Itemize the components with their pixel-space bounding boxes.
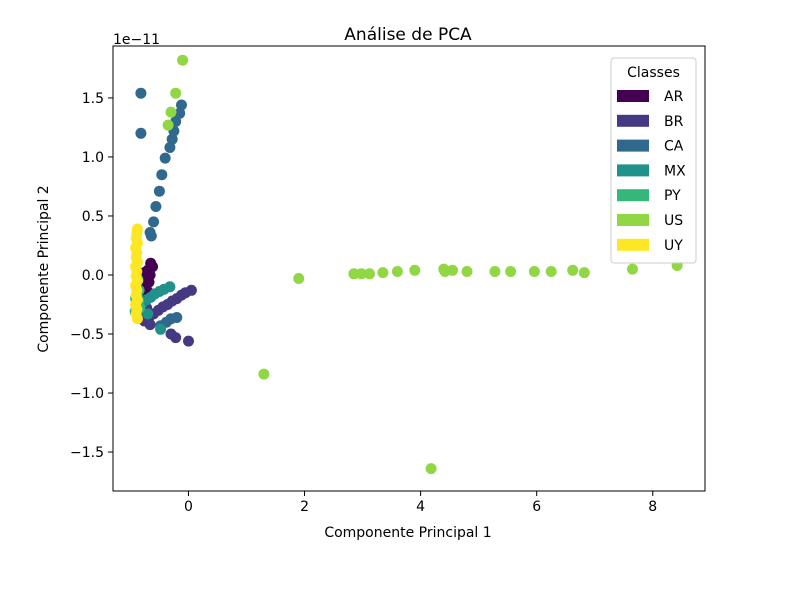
legend-swatch-ar bbox=[617, 90, 649, 102]
x-tick-label-2: 4 bbox=[416, 499, 425, 515]
point-us-18 bbox=[528, 266, 540, 277]
legend-label-us: US bbox=[664, 213, 683, 229]
point-ca-6 bbox=[166, 133, 178, 145]
legend-label-mx: MX bbox=[664, 163, 686, 179]
point-us-3 bbox=[162, 119, 174, 131]
point-us-16 bbox=[489, 266, 501, 277]
point-us-10 bbox=[391, 266, 403, 277]
legend-label-ca: CA bbox=[664, 139, 684, 155]
y-tick-label-4: 0.5 bbox=[82, 209, 104, 225]
point-us-1 bbox=[170, 87, 182, 99]
plot-frame bbox=[112, 45, 706, 492]
point-ca-1 bbox=[135, 127, 147, 139]
x-axis-label: Componente Principal 1 bbox=[324, 525, 491, 541]
point-ca-8 bbox=[159, 152, 171, 164]
point-ca-9 bbox=[156, 169, 168, 181]
x-tick-label-1: 2 bbox=[300, 499, 309, 515]
point-us-21 bbox=[578, 267, 590, 279]
y-tick-label-5: 1.0 bbox=[82, 150, 104, 166]
legend-title: Classes bbox=[627, 65, 680, 81]
legend-label-br: BR bbox=[664, 114, 684, 130]
point-us-9 bbox=[377, 267, 389, 279]
legend-items: AR BR CA MX PY US UY bbox=[617, 89, 686, 254]
point-us-24 bbox=[425, 463, 437, 475]
legend-swatch-py bbox=[617, 189, 649, 202]
point-mx-8 bbox=[155, 323, 167, 335]
point-uy-19 bbox=[131, 313, 143, 325]
point-us-20 bbox=[567, 264, 579, 276]
point-us-5 bbox=[293, 273, 305, 284]
y-offset-label: 1e−11 bbox=[113, 32, 160, 48]
point-br-0 bbox=[183, 335, 194, 347]
y-tick-label-2: −0.5 bbox=[70, 327, 104, 343]
legend-label-py: PY bbox=[664, 188, 681, 204]
legend: Classes AR BR CA MX PY US UY bbox=[610, 57, 697, 264]
point-ca-2 bbox=[176, 99, 187, 111]
point-mx-9 bbox=[142, 308, 154, 320]
point-us-0 bbox=[177, 54, 189, 66]
point-ca-12 bbox=[148, 216, 160, 228]
point-us-22 bbox=[627, 263, 638, 275]
point-br-13 bbox=[144, 319, 156, 331]
plot-points bbox=[129, 54, 683, 475]
point-us-14 bbox=[447, 264, 458, 276]
y-tick-label-3: 0.0 bbox=[82, 268, 104, 284]
y-tick-label-6: 1.5 bbox=[82, 91, 104, 107]
point-ca-7 bbox=[164, 142, 176, 153]
point-br-14 bbox=[165, 328, 177, 340]
point-ca-0 bbox=[135, 87, 147, 99]
x-tick-label-0: 0 bbox=[184, 499, 193, 515]
legend-swatch-br bbox=[617, 114, 649, 127]
legend-swatch-mx bbox=[617, 164, 649, 177]
point-us-8 bbox=[364, 268, 375, 280]
point-us-19 bbox=[545, 266, 557, 277]
point-ca-14 bbox=[144, 227, 156, 238]
y-tick-label-0: −1.5 bbox=[70, 445, 104, 461]
legend-swatch-ca bbox=[617, 139, 649, 152]
point-ca-3 bbox=[174, 107, 186, 119]
x-tick-label-4: 8 bbox=[648, 499, 657, 515]
legend-label-uy: UY bbox=[664, 238, 683, 254]
point-us-11 bbox=[409, 264, 421, 276]
legend-label-ar: AR bbox=[664, 89, 684, 105]
chart-title: Análise de PCA bbox=[344, 25, 472, 45]
x-axis: 0 2 4 6 8 bbox=[184, 491, 657, 515]
legend-swatch-uy bbox=[617, 238, 649, 251]
point-us-2 bbox=[165, 106, 177, 118]
point-ca-11 bbox=[150, 201, 162, 212]
x-tick-label-3: 6 bbox=[532, 499, 541, 515]
y-axis-label: Componente Principal 2 bbox=[36, 185, 52, 352]
point-us-7 bbox=[355, 268, 367, 280]
legend-swatch-us bbox=[617, 214, 649, 226]
y-tick-label-1: −1.0 bbox=[70, 386, 104, 402]
point-us-15 bbox=[461, 266, 473, 277]
point-ca-10 bbox=[153, 185, 165, 197]
y-axis: −1.5 −1.0 −0.5 0.0 0.5 1.0 1.5 bbox=[70, 91, 113, 461]
legend-box bbox=[610, 57, 697, 264]
point-us-4 bbox=[258, 368, 270, 380]
point-us-17 bbox=[505, 266, 517, 277]
